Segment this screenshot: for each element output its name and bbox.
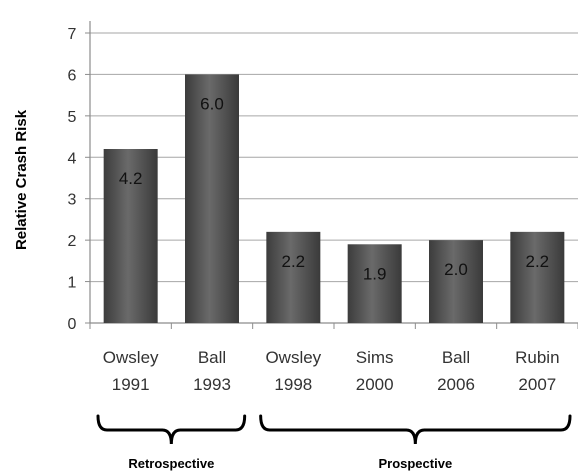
bar-value-label: 1.9: [363, 264, 387, 283]
y-tick-label: 7: [68, 26, 77, 43]
x-category-label: 1991: [112, 375, 150, 394]
bar-value-label: 2.2: [526, 252, 550, 271]
y-tick-label: 2: [68, 233, 77, 250]
x-category-label: 1998: [274, 375, 312, 394]
group-brackets: Retrospective Prospective: [96, 414, 572, 471]
group-label: Prospective: [378, 456, 452, 471]
bar: [185, 74, 239, 323]
bar-value-label: 2.2: [282, 252, 306, 271]
bar: [103, 149, 158, 323]
x-category-label: 2007: [518, 375, 556, 394]
bar: [429, 240, 483, 323]
x-category-label: Sims: [356, 348, 394, 367]
axes: [85, 21, 578, 329]
bar-value-label: 2.0: [444, 260, 468, 279]
y-tick-label: 3: [68, 192, 77, 209]
y-tick-label: 4: [68, 150, 77, 167]
x-category-label: 2000: [356, 375, 394, 394]
x-category-label: 1993: [193, 375, 231, 394]
y-tick-label: 0: [68, 316, 77, 333]
y-axis-label: Relative Crash Risk: [13, 109, 30, 250]
bar-value-label: 6.0: [200, 94, 224, 113]
x-category-label: Owsley: [265, 348, 321, 367]
y-tick-label: 5: [68, 109, 77, 126]
bars: [103, 74, 565, 323]
y-tick-label: 6: [68, 67, 77, 84]
group-bracket: [96, 414, 247, 445]
bar: [510, 231, 565, 323]
bar: [266, 231, 321, 323]
labels: 0 1 2 3 4 5 6 7 4.2 Owsley 1991 6.0 Ball 1993 2.2 Owsle…: [68, 26, 560, 394]
x-category-label: Owsley: [103, 348, 159, 367]
gridlines: [90, 32, 578, 283]
x-category-label: Ball: [198, 348, 226, 367]
group-label: Retrospective: [128, 456, 214, 471]
y-tick-label: 1: [68, 275, 77, 292]
x-category-label: 2006: [437, 375, 475, 394]
bar: [347, 244, 402, 323]
bar-value-label: 4.2: [119, 169, 143, 188]
x-category-label: Ball: [442, 348, 470, 367]
x-category-label: Rubin: [515, 348, 559, 367]
group-bracket: [259, 414, 572, 445]
